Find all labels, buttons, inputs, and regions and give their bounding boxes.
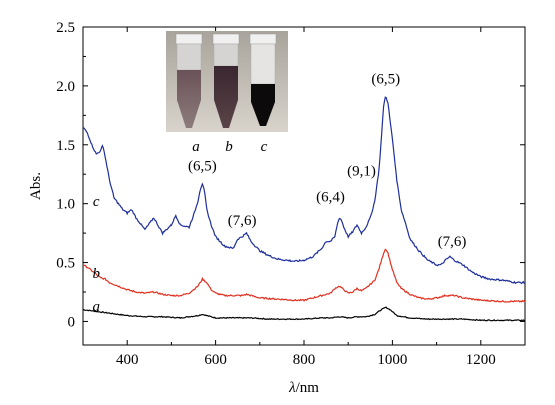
inset-label-c: c xyxy=(261,139,268,155)
peak-annotation: (6,4) xyxy=(316,189,345,205)
peak-annotation: (7,6) xyxy=(228,213,257,229)
curve-label-a: a xyxy=(93,299,101,315)
peak-annotation: (9,1) xyxy=(347,163,376,179)
x-tick-label: 1200 xyxy=(466,352,496,368)
y-tick-label: 2.0 xyxy=(56,79,75,95)
peak-annotation: (6,5) xyxy=(371,72,400,88)
y-axis-title: Abs. xyxy=(28,172,44,200)
vial-c-liquid xyxy=(251,84,275,126)
inset-label-b: b xyxy=(225,139,233,155)
x-tick-label: 600 xyxy=(204,352,227,368)
series-line-b xyxy=(82,248,526,303)
series-line-a xyxy=(83,306,525,322)
y-tick-label: 0.5 xyxy=(56,256,75,272)
x-tick-label: 1000 xyxy=(377,352,407,368)
x-axis-title-symbol: λ xyxy=(288,380,296,396)
vial-a-cap xyxy=(175,33,203,45)
inset-label-a: a xyxy=(192,139,200,155)
series-line-c xyxy=(82,96,526,285)
vial-c-glass xyxy=(250,43,276,85)
y-axis-ticks: 0 0.5 1.0 1.5 2.0 2.5 xyxy=(56,20,525,330)
peak-annotation: (7,6) xyxy=(438,234,467,250)
vial-a-glass xyxy=(176,43,202,71)
y-tick-label: 2.5 xyxy=(56,20,75,36)
x-axis-ticks: 400 600 800 1000 1200 xyxy=(82,27,526,368)
peak-annotation: (6,5) xyxy=(188,159,217,175)
y-tick-label: 0 xyxy=(68,314,76,330)
inset-photo xyxy=(166,31,288,132)
vial-b-glass xyxy=(213,43,239,67)
curve-label-c: c xyxy=(93,194,100,210)
y-tick-label: 1.5 xyxy=(56,138,75,154)
y-tick-label: 1.0 xyxy=(56,197,75,213)
vial-a-liquid xyxy=(177,70,201,128)
x-axis-title: λ/nm xyxy=(288,380,319,396)
curve-label-b: b xyxy=(93,266,101,282)
series-layer xyxy=(82,96,526,322)
x-tick-label: 800 xyxy=(293,352,316,368)
vial-b-cap xyxy=(212,33,240,45)
curve-label-layer: c b a xyxy=(93,194,101,315)
annotation-layer: (6,5) (7,6) (6,4)(9,1) (6,5) (7,6) xyxy=(188,72,466,251)
vial-b-liquid xyxy=(214,66,238,128)
vial-c-cap xyxy=(249,33,277,45)
x-tick-label: 400 xyxy=(116,352,139,368)
x-axis-title-unit: /nm xyxy=(296,380,320,396)
